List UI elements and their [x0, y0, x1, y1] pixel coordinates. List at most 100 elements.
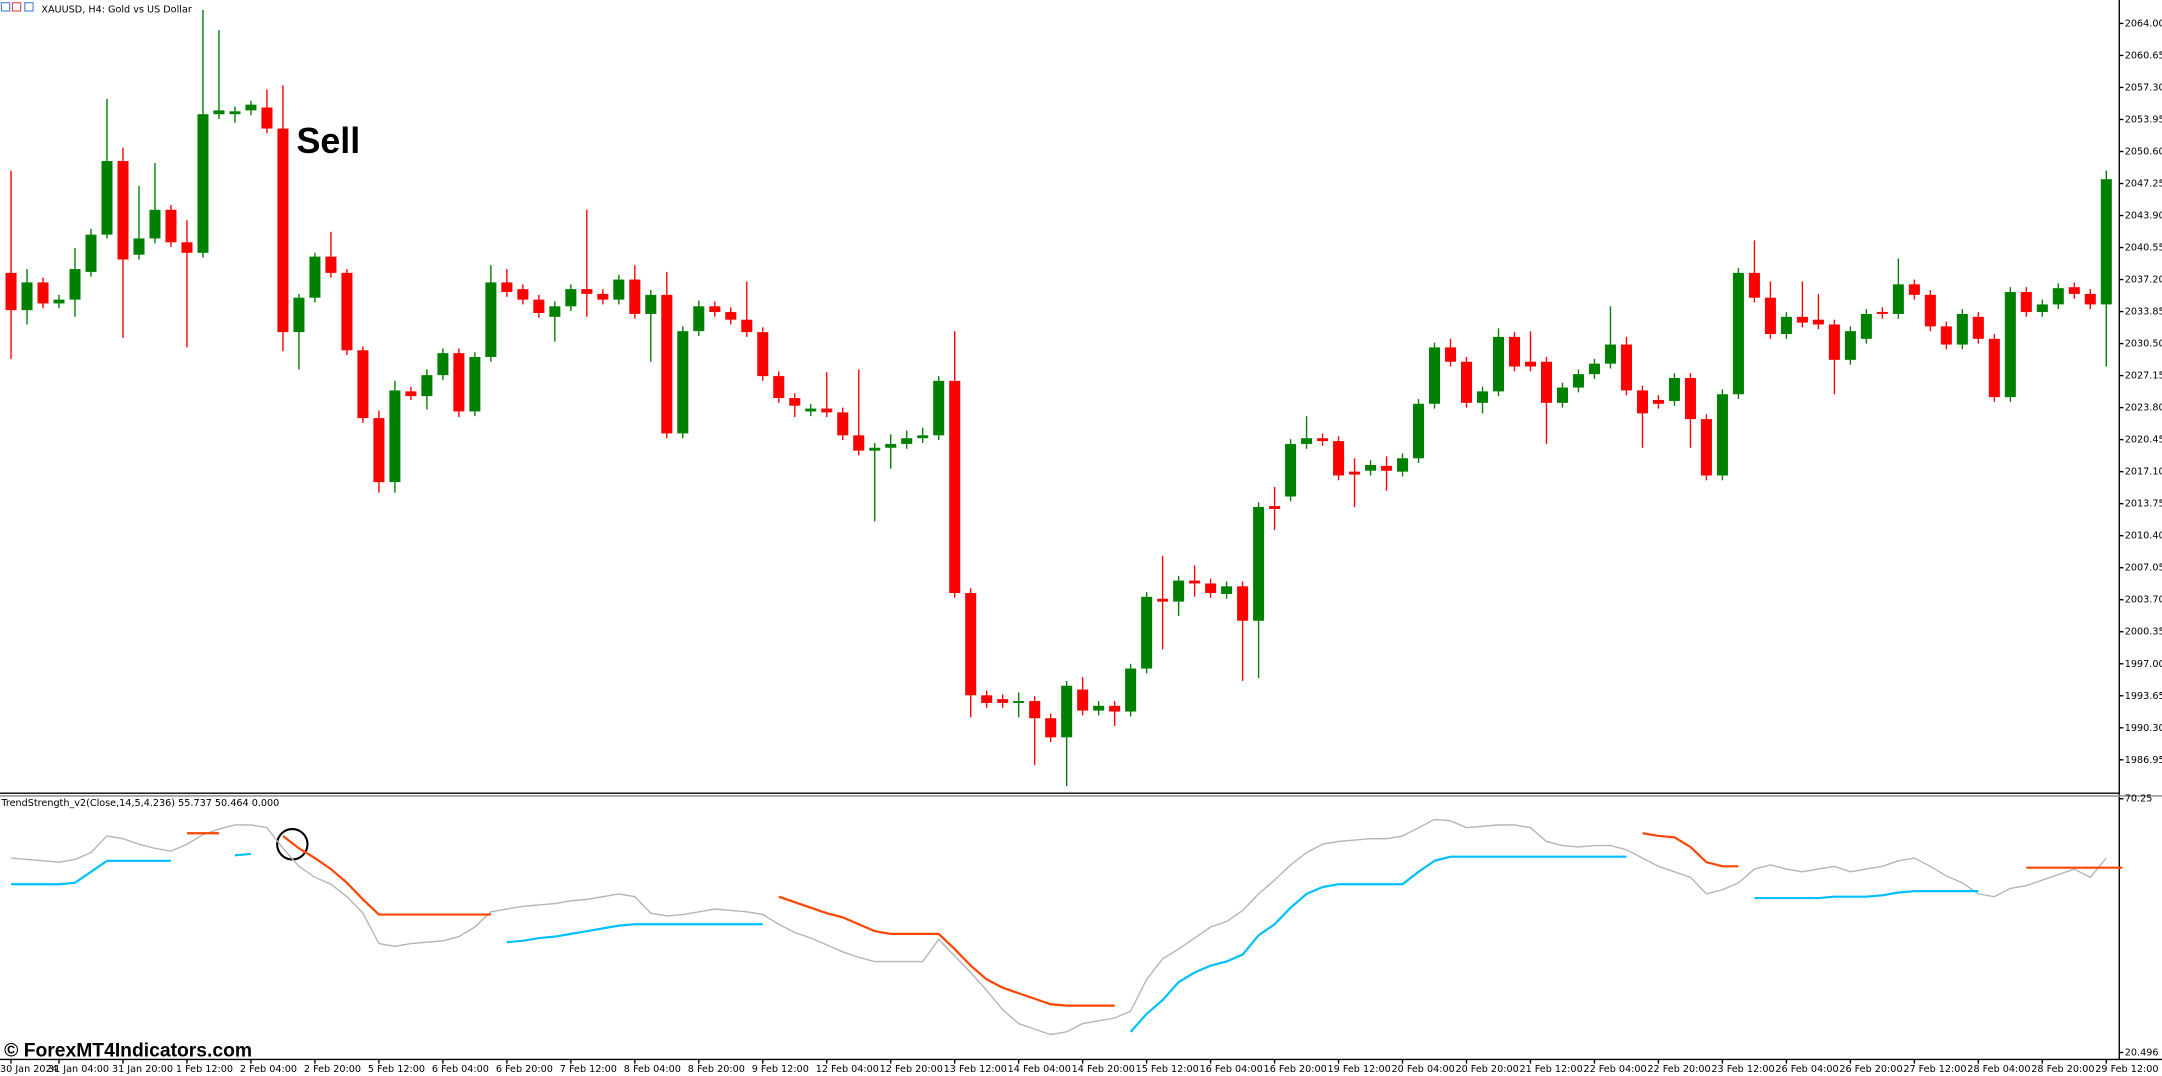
x-tick-label: 14 Feb 04:00	[1008, 1064, 1071, 1075]
x-tick-label: 31 Jan 04:00	[48, 1064, 109, 1075]
candle-body	[997, 699, 1009, 703]
y-tick-label: 2007.05	[2125, 563, 2162, 574]
candle-body	[661, 294, 673, 434]
candle-body	[149, 209, 161, 239]
icon	[11, 2, 22, 12]
candle-body	[5, 272, 17, 311]
candle-body	[1285, 443, 1297, 497]
candle-body	[1029, 701, 1041, 719]
x-tick-label: 1 Feb 12:00	[176, 1064, 233, 1075]
candle-body	[901, 438, 913, 444]
candle-body	[405, 391, 417, 397]
candle-body	[1700, 419, 1712, 476]
candle-body	[261, 107, 273, 129]
indicator-title: TrendStrength_v2(Close,14,5,4.236) 55.73…	[0, 798, 279, 809]
y-tick-label: 2000.35	[2125, 627, 2162, 638]
x-tick-label: 6 Feb 04:00	[432, 1064, 489, 1075]
candle-body	[341, 272, 353, 351]
candle-body	[981, 695, 993, 703]
indicator-line	[10, 818, 2107, 1036]
candle-body	[853, 435, 865, 451]
candle-body	[1333, 441, 1345, 476]
candle-body	[133, 238, 145, 255]
candle-body	[1429, 347, 1441, 404]
candle-body	[2052, 288, 2064, 305]
candle-body	[1237, 586, 1249, 621]
candle-body	[1940, 326, 1952, 345]
candle-body	[1572, 374, 1584, 388]
candle-body	[677, 331, 689, 434]
y-tick-label: 2037.20	[2125, 275, 2162, 286]
candle-body	[1221, 586, 1233, 594]
candle-body	[725, 312, 737, 320]
candle-body	[357, 350, 369, 419]
candle-body	[1908, 284, 1920, 295]
candle-body	[1077, 689, 1089, 711]
candle-body	[1764, 297, 1776, 335]
candle-body	[469, 356, 481, 412]
candle-body	[373, 418, 385, 483]
candle-body	[1013, 701, 1025, 703]
y-tick-label: 2060.65	[2125, 50, 2162, 61]
candle-body	[1892, 284, 1904, 314]
y-tick-label: 2064.00	[2125, 18, 2162, 29]
x-tick-label: 14 Feb 20:00	[1072, 1064, 1135, 1075]
x-tick-label: 12 Feb 04:00	[816, 1064, 879, 1075]
candle-body	[1508, 336, 1521, 367]
x-tick-label: 20 Feb 20:00	[1455, 1064, 1518, 1075]
candle-body	[1476, 391, 1489, 403]
icon	[24, 2, 34, 12]
candle-body	[421, 375, 433, 397]
candle-body	[1748, 272, 1760, 298]
candle-body	[2004, 291, 2016, 398]
candle-body	[325, 256, 337, 273]
candle-body	[533, 299, 545, 314]
candle-body	[293, 297, 305, 333]
candle-body	[581, 289, 593, 294]
candle-body	[549, 306, 561, 317]
candle-body	[1061, 685, 1073, 738]
x-tick-label: 23 Feb 12:00	[1711, 1064, 1774, 1075]
candle-body	[869, 447, 881, 451]
candle-body	[1540, 361, 1553, 403]
y-tick-label: 2023.80	[2125, 403, 2162, 414]
candle-body	[437, 353, 449, 376]
y-tick-label: 1997.00	[2125, 659, 2162, 670]
candle-body	[741, 319, 753, 333]
indicator-line	[186, 832, 2123, 1007]
y-tick-label: 1986.95	[2125, 755, 2162, 766]
chart-title: XAUUSD, H4: Gold vs US Dollar	[41, 5, 191, 16]
icon	[0, 2, 11, 12]
candle-body	[1972, 316, 1984, 339]
candle-body	[213, 110, 225, 115]
x-tick-label: 7 Feb 12:00	[560, 1064, 617, 1075]
candle-body	[1093, 705, 1105, 711]
candle-body	[1141, 596, 1153, 669]
candle-body	[789, 398, 801, 406]
candle-body	[53, 299, 65, 304]
candle-body	[1636, 390, 1648, 414]
candle-body	[645, 294, 657, 314]
x-tick-label: 2 Feb 20:00	[304, 1064, 361, 1075]
candle-body	[1924, 294, 1936, 327]
candle-body	[2100, 179, 2112, 305]
x-tick-label: 15 Feb 12:00	[1136, 1064, 1199, 1075]
candle-body	[1205, 583, 1217, 594]
candle-body	[1189, 580, 1201, 584]
y-tick-label: 20.496	[2125, 1048, 2159, 1059]
candle-body	[837, 412, 849, 436]
y-tick-label: 2030.50	[2125, 339, 2162, 350]
y-tick-label: 2033.85	[2125, 307, 2162, 318]
candle-body	[709, 306, 721, 313]
candle-body	[2068, 287, 2080, 294]
candle-body	[1556, 387, 1569, 403]
candle-body	[1253, 507, 1265, 621]
candle-body	[821, 408, 833, 413]
candle-body	[1668, 377, 1680, 401]
candle-body	[1445, 347, 1457, 362]
candle-body	[613, 279, 625, 300]
candle-body	[1988, 338, 2000, 398]
candle-body	[69, 269, 81, 300]
